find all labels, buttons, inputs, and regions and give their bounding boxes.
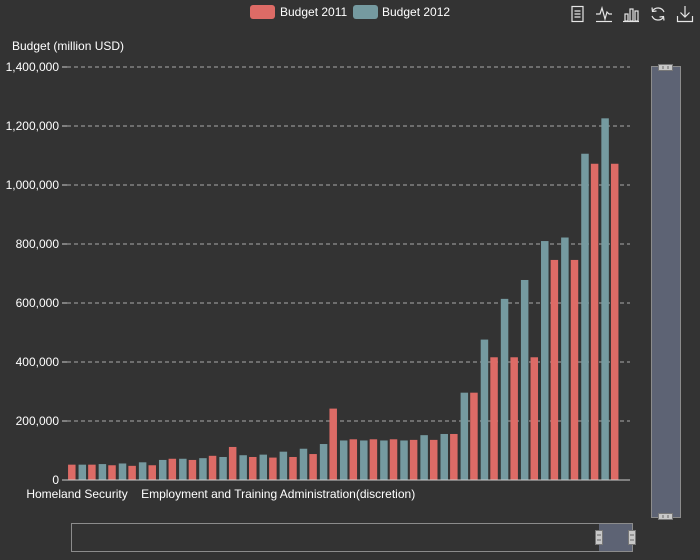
bar-budget-2012[interactable] xyxy=(319,444,328,480)
toolbox xyxy=(571,5,694,23)
y-tick-label: 200,000 xyxy=(16,414,60,428)
y-slider-handle-bottom[interactable] xyxy=(658,513,673,520)
bar-budget-2012[interactable] xyxy=(581,153,589,481)
bar-budget-2012[interactable] xyxy=(239,455,247,480)
x-axis-ticks: Homeland Security Employment and Training… xyxy=(26,487,415,501)
y-tick-label: 400,000 xyxy=(16,355,60,369)
legend[interactable]: Budget 2011 Budget 2012 xyxy=(250,5,450,19)
bar-chart-icon[interactable] xyxy=(623,8,639,23)
bar-budget-2011[interactable] xyxy=(68,464,76,480)
x-slider-track[interactable] xyxy=(71,523,633,552)
bar-budget-2012[interactable] xyxy=(259,454,268,480)
bar-budget-2011[interactable] xyxy=(188,459,197,480)
bar-budget-2012[interactable] xyxy=(339,440,348,480)
bar-budget-2011[interactable] xyxy=(329,408,337,480)
series-budget-2012 xyxy=(78,118,609,481)
y-tick-label: 0 xyxy=(52,473,59,487)
bar-budget-2012[interactable] xyxy=(138,462,147,480)
bar-budget-2011[interactable] xyxy=(108,465,116,480)
series-budget-2011 xyxy=(68,163,619,480)
bar-budget-2012[interactable] xyxy=(480,339,489,480)
bar-budget-2012[interactable] xyxy=(158,459,167,480)
bar-budget-2012[interactable] xyxy=(400,440,408,480)
data-view-icon[interactable] xyxy=(571,5,584,23)
bar-budget-2011[interactable] xyxy=(88,464,96,480)
y-tick-label: 1,000,000 xyxy=(6,178,60,192)
bar-budget-2012[interactable] xyxy=(179,458,187,480)
legend-item-budget-2011[interactable]: Budget 2011 xyxy=(250,5,347,19)
bar-budget-2011[interactable] xyxy=(349,439,358,480)
save-image-icon[interactable] xyxy=(676,6,694,23)
y-slider-handle-top[interactable] xyxy=(658,64,673,71)
bar-budget-2012[interactable] xyxy=(380,440,388,480)
bar-budget-2012[interactable] xyxy=(440,433,448,480)
bar-budget-2012[interactable] xyxy=(118,463,127,480)
bar-budget-2011[interactable] xyxy=(530,357,539,480)
bar-budget-2011[interactable] xyxy=(228,446,237,480)
bar-budget-2011[interactable] xyxy=(389,439,398,480)
x-datazoom-slider[interactable] xyxy=(71,523,636,552)
bar-budget-2011[interactable] xyxy=(510,357,518,480)
bar-budget-2012[interactable] xyxy=(299,448,308,480)
legend-label-budget-2011: Budget 2011 xyxy=(280,5,347,19)
bar-budget-2011[interactable] xyxy=(570,259,579,480)
bar-budget-2011[interactable] xyxy=(409,439,418,480)
bar-budget-2011[interactable] xyxy=(168,458,177,480)
bar-budget-2011[interactable] xyxy=(490,357,498,480)
bar-budget-2012[interactable] xyxy=(601,118,609,480)
x-slider-handle-left[interactable] xyxy=(595,530,603,545)
x-tick-label: Employment and Training Administration(d… xyxy=(141,487,415,501)
y-tick-label: 600,000 xyxy=(16,296,60,310)
bar-budget-2012[interactable] xyxy=(520,279,529,480)
bar-budget-2011[interactable] xyxy=(289,456,297,480)
x-slider-window[interactable] xyxy=(599,524,632,551)
bar-budget-2011[interactable] xyxy=(208,455,217,480)
y-axis-title: Budget (million USD) xyxy=(12,39,124,53)
y-datazoom-slider[interactable] xyxy=(651,64,681,520)
bar-budget-2011[interactable] xyxy=(550,259,559,480)
y-tick-label: 800,000 xyxy=(16,237,60,251)
bar-budget-2012[interactable] xyxy=(420,435,428,480)
y-axis-ticks: 0 200,000 400,000 600,000 800,000 1,000,000 1,… xyxy=(6,60,67,487)
bar-budget-2011[interactable] xyxy=(369,439,378,480)
x-slider-handle-right[interactable] xyxy=(628,530,636,545)
bar-budget-2011[interactable] xyxy=(610,163,619,480)
y-tick-label: 1,200,000 xyxy=(6,119,60,133)
x-tick-label: Homeland Security xyxy=(26,487,127,501)
legend-item-budget-2012[interactable]: Budget 2012 xyxy=(353,5,450,19)
bar-budget-2012[interactable] xyxy=(500,298,509,480)
bar-budget-2012[interactable] xyxy=(360,440,368,480)
legend-label-budget-2012: Budget 2012 xyxy=(382,5,450,19)
bar-budget-2011[interactable] xyxy=(269,457,277,480)
bar-budget-2011[interactable] xyxy=(590,163,599,480)
bar-budget-2011[interactable] xyxy=(148,465,156,480)
bar-budget-2012[interactable] xyxy=(279,451,288,480)
bar-budget-2011[interactable] xyxy=(470,392,478,480)
bar-budget-2012[interactable] xyxy=(199,458,207,480)
y-tick-label: 1,400,000 xyxy=(6,60,60,74)
bar-budget-2012[interactable] xyxy=(219,456,227,480)
legend-swatch-budget-2011 xyxy=(250,5,275,19)
line-chart-icon[interactable] xyxy=(596,5,612,23)
bar-budget-2012[interactable] xyxy=(460,392,469,480)
bar-budget-2012[interactable] xyxy=(98,464,107,480)
restore-icon[interactable] xyxy=(651,7,665,21)
bar-budget-2011[interactable] xyxy=(249,456,257,480)
bar-budget-2011[interactable] xyxy=(450,433,458,480)
y-slider-window[interactable] xyxy=(652,67,680,517)
bar-budget-2012[interactable] xyxy=(561,237,569,480)
legend-swatch-budget-2012 xyxy=(353,5,378,19)
bar-budget-2011[interactable] xyxy=(429,439,438,480)
bar-budget-2012[interactable] xyxy=(78,464,87,480)
bar-budget-2011[interactable] xyxy=(309,454,317,480)
bar-budget-2011[interactable] xyxy=(128,465,136,480)
bar-budget-2012[interactable] xyxy=(541,241,549,480)
